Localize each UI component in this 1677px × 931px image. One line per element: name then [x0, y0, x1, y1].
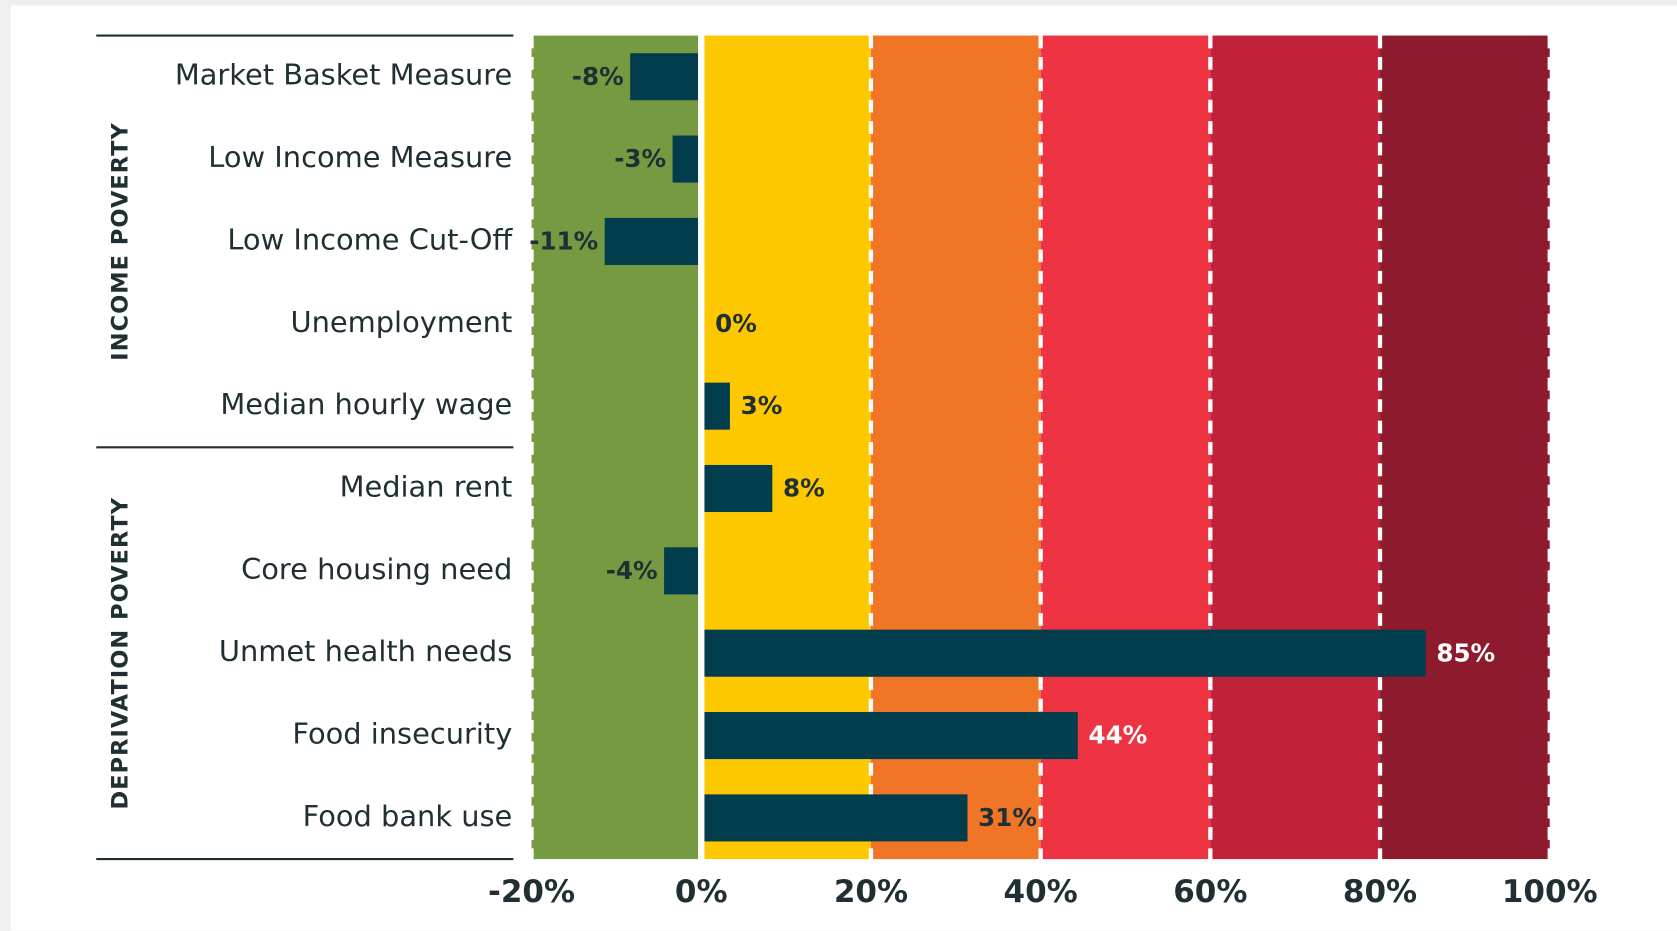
category-label: Median hourly wage — [220, 387, 512, 421]
bar — [704, 712, 1078, 760]
group-label: DEPRIVATION POVERTY — [107, 497, 133, 810]
value-label: -3% — [614, 144, 666, 173]
category-label: Food bank use — [303, 799, 513, 833]
value-label: -11% — [529, 227, 598, 256]
bar — [664, 547, 699, 595]
value-label: 85% — [1436, 638, 1495, 667]
category-label: Low Income Cut-Off — [227, 222, 513, 256]
category-label: Median rent — [340, 469, 513, 503]
value-label: 31% — [978, 803, 1037, 832]
category-label: Food insecurity — [292, 717, 512, 751]
x-tick-label: 0% — [675, 874, 728, 910]
band — [1210, 35, 1381, 860]
value-label: 3% — [741, 391, 783, 420]
bar — [630, 53, 699, 101]
group-label: INCOME POVERTY — [107, 122, 133, 361]
value-label: 44% — [1088, 721, 1147, 750]
x-tick-label: 100% — [1502, 874, 1598, 910]
band — [1380, 35, 1550, 860]
bar — [704, 464, 773, 513]
bar — [604, 217, 699, 265]
category-label: Unmet health needs — [219, 634, 512, 668]
category-label: Core housing need — [241, 552, 512, 586]
value-label: 8% — [783, 474, 825, 503]
category-label: Low Income Measure — [208, 140, 512, 174]
bar — [704, 382, 730, 430]
x-tick-label: 80% — [1343, 874, 1417, 910]
value-label: 0% — [715, 309, 757, 338]
bar — [672, 135, 699, 183]
category-label: Unemployment — [290, 305, 512, 339]
bar — [704, 794, 968, 842]
bar — [704, 629, 1426, 677]
category-label: Market Basket Measure — [175, 58, 512, 92]
value-label: -8% — [572, 62, 624, 91]
x-tick-label: 60% — [1173, 874, 1247, 910]
x-tick-label: 20% — [834, 874, 908, 910]
value-label: -4% — [606, 556, 658, 585]
x-tick-label: -20% — [488, 874, 575, 910]
x-tick-label: 40% — [1004, 874, 1078, 910]
